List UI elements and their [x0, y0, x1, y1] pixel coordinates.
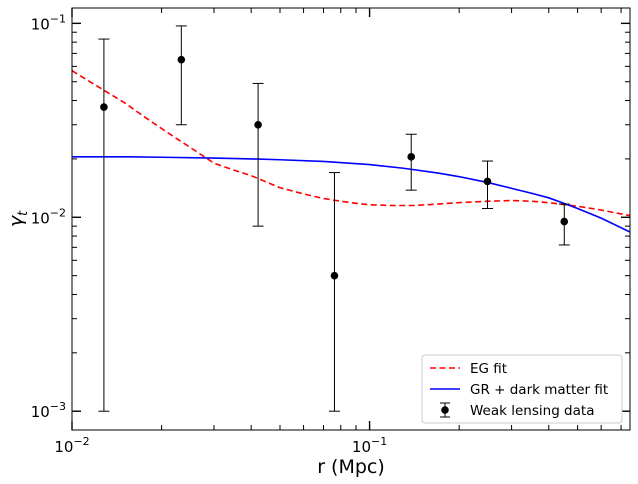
data-point — [177, 55, 186, 64]
y-tick-label: 10−3 — [31, 400, 66, 421]
data-point — [330, 271, 339, 280]
data-point — [100, 103, 108, 111]
data-point — [560, 217, 569, 226]
data-point — [254, 120, 262, 129]
legend-label: GR + dark matter fit — [470, 382, 608, 398]
series-line-gr-dark-matter-fit — [72, 156, 630, 233]
y-axis-label: γt — [5, 210, 31, 227]
series-line-eg-fit — [72, 70, 630, 217]
legend-label: EG fit — [470, 361, 507, 377]
plot-marks — [72, 25, 630, 412]
data-point — [483, 177, 492, 186]
x-tick-label: 10−1 — [352, 435, 387, 456]
x-axis-label: r (Mpc) — [317, 456, 385, 478]
legend: EG fit GR + dark matter fit Weak lensing d… — [421, 354, 623, 424]
y-tick-label: 10−2 — [31, 206, 66, 227]
legend-swatch-point — [441, 406, 449, 414]
data-point — [407, 153, 416, 161]
legend-label: Weak lensing data — [470, 403, 594, 419]
y-tick-label: 10−1 — [31, 12, 66, 33]
plot-frame — [71, 7, 631, 431]
x-tick-label: 10−2 — [54, 435, 89, 456]
legend-box — [421, 354, 623, 424]
y-axis-label-base: γ — [5, 214, 27, 227]
axis-ticks: 10−2 10−1 10−3 10−2 10−1 — [31, 8, 630, 456]
y-axis-label-subscript: t — [16, 210, 31, 216]
